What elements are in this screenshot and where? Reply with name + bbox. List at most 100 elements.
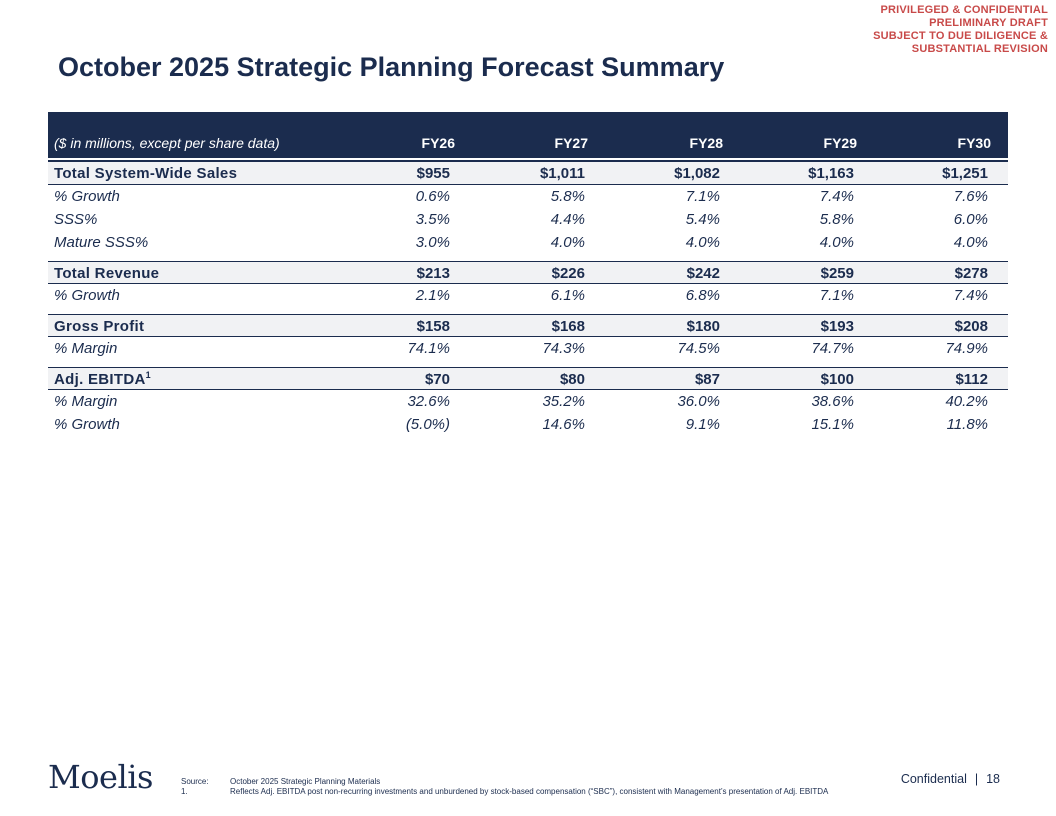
table-row-ebitda: Adj. EBITDA1 $70 $80 $87 $100 $112 [48, 367, 1008, 390]
table-row-sales: Total System-Wide Sales $955 $1,011 $1,0… [48, 162, 1008, 185]
row-value: 74.3% [542, 340, 585, 357]
row-value: $208 [954, 318, 988, 335]
confidential-label: Confidential [900, 772, 967, 786]
row-value: 6.8% [685, 287, 720, 304]
page-number: 18 [986, 772, 1000, 786]
table-row-sss: SSS% 3.5% 4.4% 5.4% 5.8% 6.0% [48, 208, 1008, 231]
row-value: 4.4% [550, 211, 585, 228]
table-row-ebitda-growth: % Growth (5.0%) 14.6% 9.1% 15.1% 11.8% [48, 413, 1008, 436]
row-label: Total System-Wide Sales [54, 165, 238, 182]
stamp-line: PRELIMINARY DRAFT [929, 17, 1048, 29]
row-value: $80 [559, 371, 585, 388]
row-value: 7.1% [819, 287, 854, 304]
row-value: 74.7% [811, 340, 854, 357]
source-tag: Source: [181, 777, 209, 786]
footer-separator: | [974, 772, 979, 786]
row-value: 2.1% [415, 287, 450, 304]
year-header: FY30 [957, 135, 991, 151]
row-value: $1,163 [808, 165, 854, 182]
company-logo: Moelis [48, 758, 153, 796]
row-label: Mature SSS% [54, 234, 149, 251]
row-value: 36.0% [677, 393, 720, 410]
footnote-marker: 1 [145, 370, 151, 380]
row-value: 35.2% [542, 393, 585, 410]
row-label: Total Revenue [54, 265, 160, 282]
row-label: % Growth [54, 188, 120, 205]
stamp-line: PRIVILEGED & CONFIDENTIAL [880, 4, 1048, 16]
year-header: FY27 [554, 135, 588, 151]
forecast-table: ($ in millions, except per share data) F… [48, 112, 1008, 436]
table-row-sales-growth: % Growth 0.6% 5.8% 7.1% 7.4% 7.6% [48, 185, 1008, 208]
table-row-revenue: Total Revenue $213 $226 $242 $259 $278 [48, 261, 1008, 284]
row-value: $87 [694, 371, 720, 388]
header-row: ($ in millions, except per share data) F… [48, 134, 1008, 152]
year-header: FY28 [689, 135, 723, 151]
year-header: FY29 [823, 135, 857, 151]
row-value: 74.1% [407, 340, 450, 357]
row-value: 5.4% [685, 211, 720, 228]
row-label: % Growth [54, 416, 120, 433]
table-header: ($ in millions, except per share data) F… [48, 112, 1008, 158]
row-value: $1,011 [539, 165, 585, 182]
row-label: Adj. EBITDA1 [54, 368, 151, 391]
units-label: ($ in millions, except per share data) [54, 135, 280, 151]
source-text: October 2025 Strategic Planning Material… [230, 777, 381, 786]
row-value: 9.1% [685, 416, 720, 433]
row-value: 4.0% [953, 234, 988, 251]
row-value: 5.8% [550, 188, 585, 205]
row-value: 11.8% [946, 416, 988, 433]
ebitda-label-text: Adj. EBITDA [54, 371, 146, 388]
row-spacer [48, 254, 1008, 261]
row-value: 4.0% [550, 234, 585, 251]
row-value: 3.0% [415, 234, 450, 251]
row-spacer [48, 360, 1008, 367]
row-value: (5.0%) [405, 416, 450, 433]
row-value: 5.8% [819, 211, 854, 228]
row-value: $193 [820, 318, 854, 335]
header-rule [48, 160, 1008, 162]
row-value: $168 [551, 318, 585, 335]
row-value: 6.0% [953, 211, 988, 228]
row-label: % Margin [54, 340, 118, 357]
row-value: $213 [416, 265, 450, 282]
row-value: 40.2% [945, 393, 988, 410]
row-value: 7.1% [685, 188, 720, 205]
row-label: SSS% [54, 211, 98, 228]
row-value: 3.5% [415, 211, 450, 228]
row-value: 38.6% [811, 393, 854, 410]
footnote-text: Reflects Adj. EBITDA post non-recurring … [230, 787, 829, 796]
row-value: $100 [820, 371, 854, 388]
table-row-gp-margin: % Margin 74.1% 74.3% 74.5% 74.7% 74.9% [48, 337, 1008, 360]
stamp-line: SUBJECT TO DUE DILIGENCE & [873, 30, 1048, 42]
row-label: % Margin [54, 393, 118, 410]
year-header: FY26 [421, 135, 455, 151]
page-footer: Confidential | 18 [901, 772, 1000, 786]
row-value: 32.6% [407, 393, 450, 410]
row-value: $955 [416, 165, 450, 182]
row-value: $180 [686, 318, 720, 335]
row-value: 4.0% [685, 234, 720, 251]
stamp-line: SUBSTANTIAL REVISION [911, 43, 1048, 55]
row-value: 7.6% [953, 188, 988, 205]
row-value: 7.4% [819, 188, 854, 205]
row-label: Gross Profit [54, 318, 145, 335]
row-value: 74.5% [677, 340, 720, 357]
table-row-gross-profit: Gross Profit $158 $168 $180 $193 $208 [48, 314, 1008, 337]
row-label: % Growth [54, 287, 120, 304]
row-value: 0.6% [415, 188, 450, 205]
row-value: 7.4% [953, 287, 988, 304]
row-value: $242 [686, 265, 720, 282]
table-row-ebitda-margin: % Margin 32.6% 35.2% 36.0% 38.6% 40.2% [48, 390, 1008, 413]
row-value: $259 [820, 265, 854, 282]
table-row-revenue-growth: % Growth 2.1% 6.1% 6.8% 7.1% 7.4% [48, 284, 1008, 307]
row-value: $112 [955, 371, 988, 388]
row-value: $226 [551, 265, 585, 282]
page-title: October 2025 Strategic Planning Forecast… [58, 52, 725, 82]
row-value: 15.1% [811, 416, 854, 433]
table-row-mature-sss: Mature SSS% 3.0% 4.0% 4.0% 4.0% 4.0% [48, 231, 1008, 254]
row-spacer [48, 307, 1008, 314]
row-value: $1,251 [942, 165, 988, 182]
row-value: $158 [416, 318, 450, 335]
row-value: 6.1% [550, 287, 585, 304]
confidentiality-stamp: PRIVILEGED & CONFIDENTIAL PRELIMINARY DR… [873, 4, 1048, 56]
